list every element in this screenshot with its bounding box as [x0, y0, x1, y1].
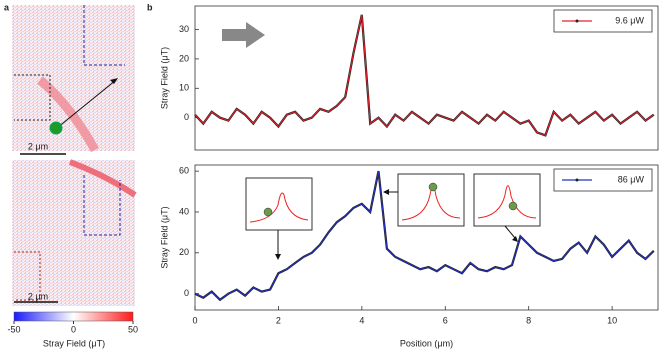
y-tick-label: 10	[179, 83, 189, 93]
colorbar-tick-label: -50	[7, 324, 20, 334]
y-tick-label: 20	[179, 247, 189, 257]
legend-box	[553, 9, 653, 33]
x-tick-label: 2	[276, 315, 281, 325]
colorbar	[13, 311, 134, 322]
series-line-shadow	[194, 14, 655, 137]
colorbar-tick-label: 50	[128, 324, 138, 334]
y-tick-label: 60	[179, 166, 189, 176]
y-tick-label: 40	[179, 206, 189, 216]
y-tick-label: 20	[179, 53, 189, 63]
x-tick-label: 8	[526, 315, 531, 325]
series-line	[194, 14, 655, 136]
panel-label: b	[147, 2, 153, 12]
plot-area	[194, 5, 659, 151]
panel-label: a	[4, 2, 10, 12]
legend-box	[553, 168, 653, 192]
x-tick-label: 4	[359, 315, 364, 325]
legend-marker	[575, 178, 579, 182]
legend-label: 9.6 μW	[615, 15, 644, 25]
colorbar-tick-label: 0	[71, 324, 76, 334]
inset	[383, 173, 465, 227]
scale-bar-label: 2 μm	[28, 291, 48, 301]
inset	[245, 177, 313, 260]
plot-area	[194, 164, 659, 311]
y-tick-label: 0	[184, 112, 189, 122]
x-tick-label: 10	[607, 315, 617, 325]
y-axis-label: Stray Field (μT)	[159, 47, 169, 109]
x-tick-label: 6	[443, 315, 448, 325]
y-axis-label: Stray Field (μT)	[159, 206, 169, 268]
scale-bar-label: 2 μm	[28, 141, 48, 151]
map-top: 2 μm	[12, 5, 135, 155]
y-tick-label: 0	[184, 288, 189, 298]
legend-label: 86 μW	[618, 174, 645, 184]
y-tick-label: 30	[179, 24, 189, 34]
colorbar-label: Stray Field (μT)	[43, 338, 105, 348]
map-bottom: 2 μm	[12, 159, 137, 306]
x-axis-label: Position (μm)	[400, 338, 453, 348]
legend-marker	[575, 19, 579, 23]
x-tick-label: 0	[192, 315, 197, 325]
series-line	[194, 171, 655, 301]
direction-arrow	[222, 22, 265, 48]
inset	[473, 173, 541, 242]
